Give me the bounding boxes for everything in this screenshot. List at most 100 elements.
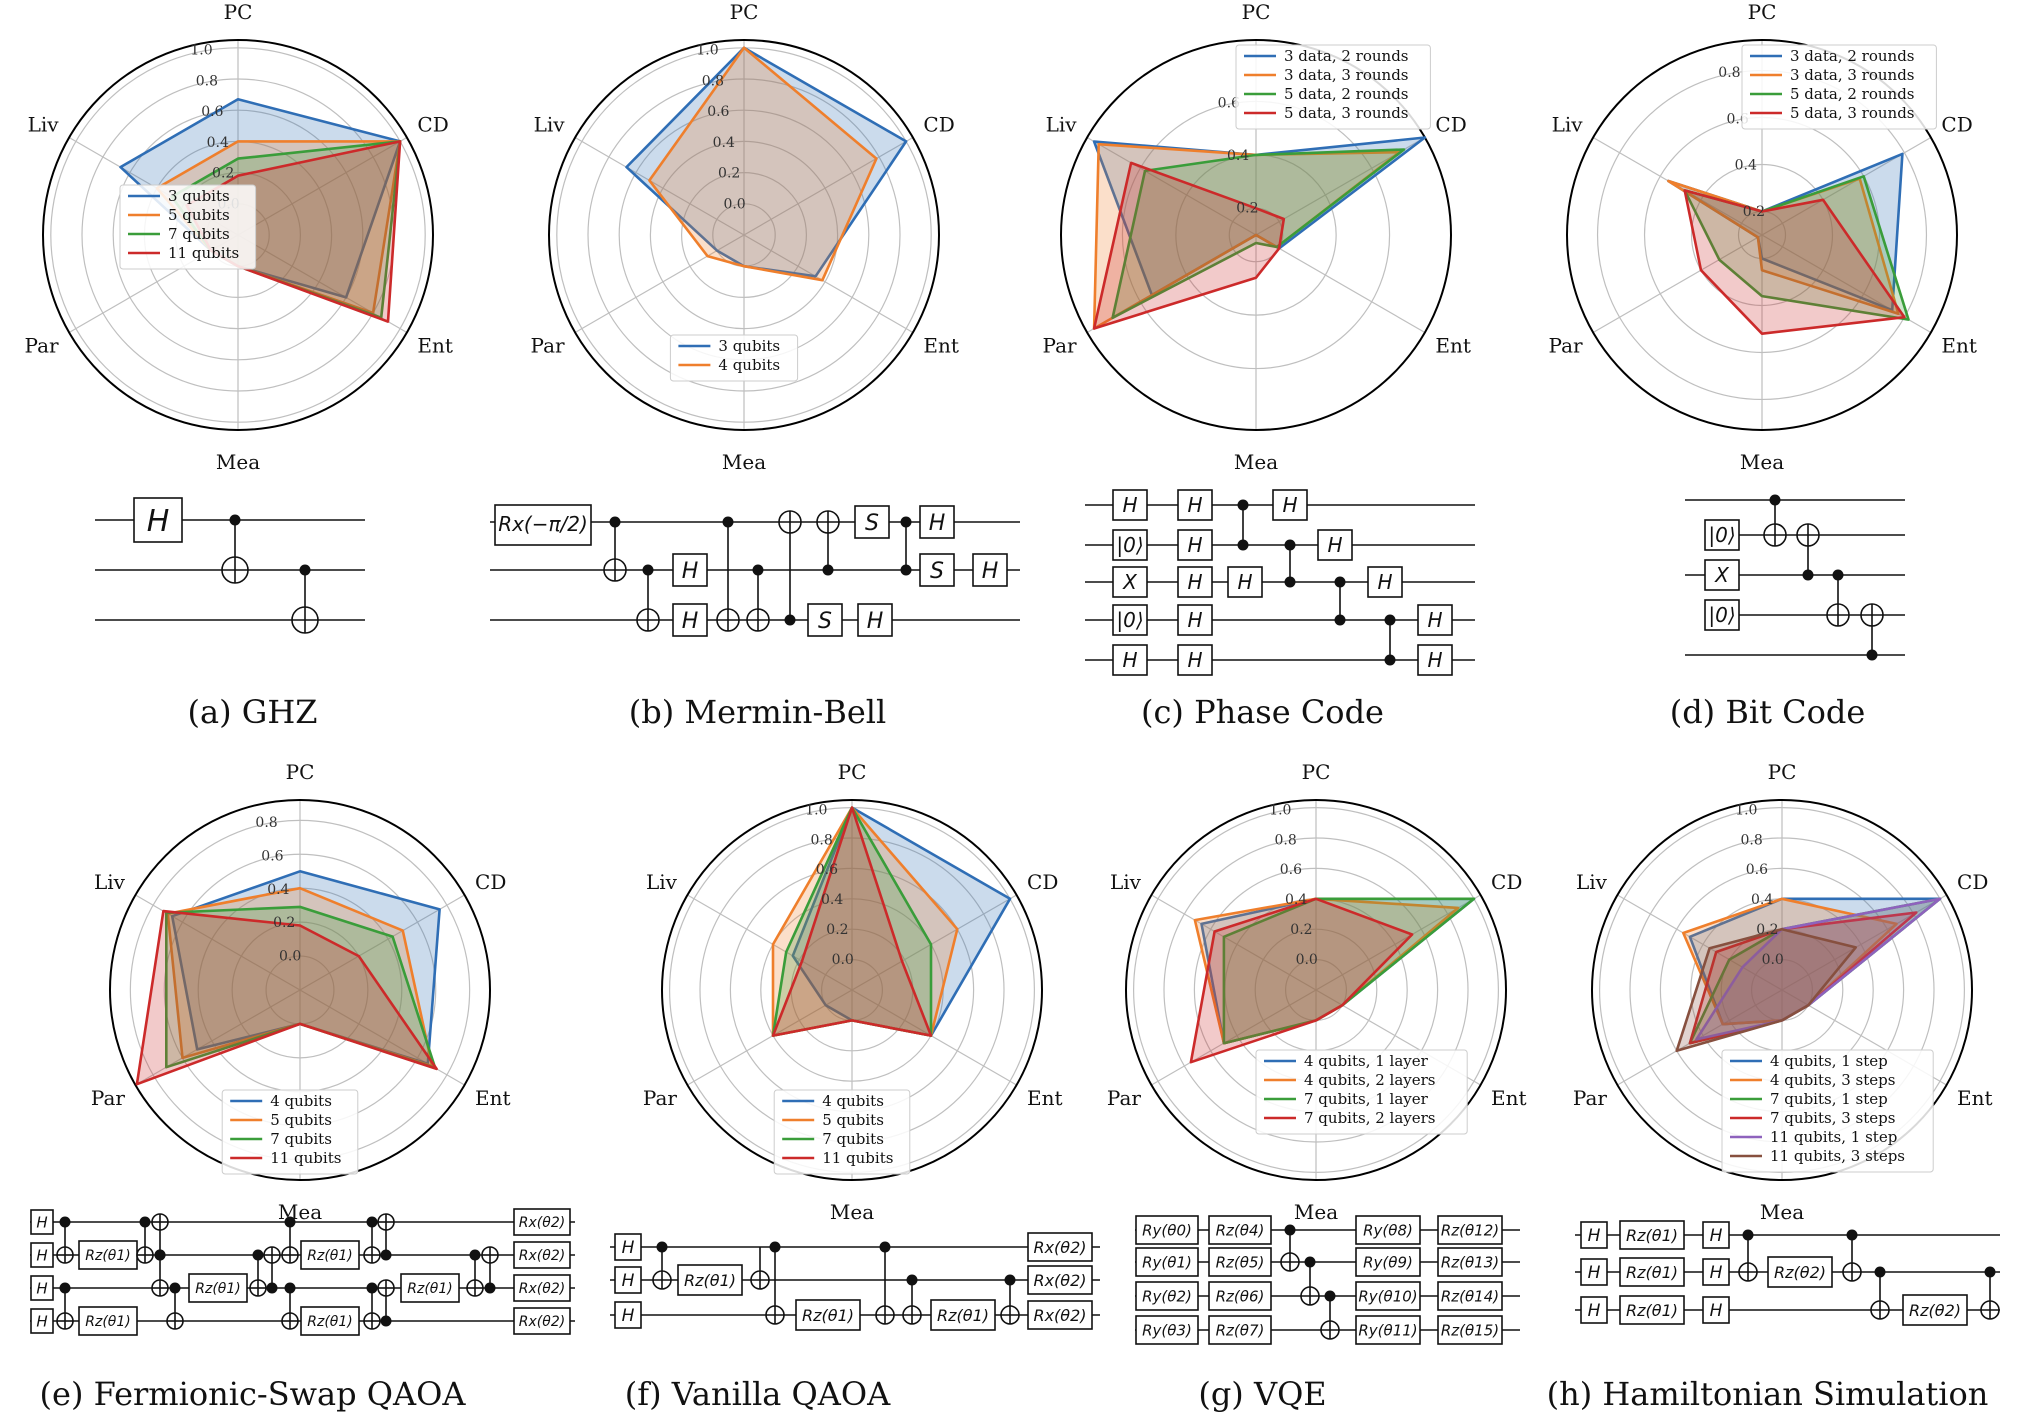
- gate-label: |0⟩: [1116, 533, 1143, 557]
- axis-label-mea: Mea: [216, 450, 260, 474]
- axis-label-pc: PC: [730, 0, 759, 24]
- grid-spoke: [687, 894, 853, 991]
- gate-box: [1135, 1215, 1199, 1245]
- gate-box: [188, 1273, 248, 1303]
- control-dot: [1802, 569, 1814, 581]
- series-polygon: [1189, 897, 1414, 1064]
- gate-label: Ry(θ0): [1142, 1221, 1192, 1239]
- gate-label: H: [1710, 1301, 1723, 1321]
- gate-label: Rz(θ1): [802, 1306, 854, 1325]
- gate-box: [1135, 1315, 1199, 1345]
- control-dot: [299, 564, 311, 576]
- series-polygon: [771, 806, 933, 1037]
- gate-box: [494, 504, 592, 546]
- gate-box: [930, 1299, 996, 1331]
- radar-chart-f: 0.0 0.2 0.4 0.6 0.8 1.0 PC CD Ent Mea Par Liv 4 qubi…: [643, 760, 1063, 1224]
- gate-box: [614, 1233, 642, 1261]
- gate-label: Rz(θ12): [1441, 1221, 1499, 1239]
- gate-label: H: [1710, 1263, 1723, 1283]
- r-tick-label: 0.0: [1296, 952, 1318, 968]
- series-polygon: [135, 909, 438, 1086]
- series-polygon: [648, 46, 878, 282]
- legend-label: 11 qubits, 1 step: [1770, 1128, 1897, 1146]
- radar-frame: [548, 39, 940, 431]
- gate-label: H: [36, 1312, 47, 1330]
- r-tick-label: 0.8: [702, 73, 724, 89]
- grid-spoke: [1255, 234, 1426, 334]
- legend-label: 5 data, 3 rounds: [1284, 104, 1409, 122]
- gate-label: Rz(θ15): [1441, 1321, 1499, 1339]
- legend-label: 3 data, 3 rounds: [1284, 66, 1409, 84]
- control-dot: [1866, 649, 1878, 661]
- gate-label: X: [1714, 563, 1730, 587]
- gate-box: [919, 553, 955, 587]
- gate-box: [677, 1264, 743, 1296]
- legend-box: [1255, 1049, 1468, 1135]
- gate-box: [30, 1308, 54, 1334]
- control-dot: [1284, 1224, 1296, 1236]
- grid-spoke: [1151, 989, 1317, 1086]
- r-tick-label: 0.2: [1290, 922, 1312, 938]
- gate-box: [1317, 529, 1353, 561]
- control-dot: [1832, 569, 1844, 581]
- control-dot: [609, 516, 621, 528]
- axis-label-pc: PC: [224, 0, 253, 24]
- gate-label: H: [36, 1279, 47, 1297]
- gate-box: [1619, 1220, 1685, 1250]
- r-tick-label: 0.2: [273, 915, 295, 931]
- series-polygon: [1111, 148, 1406, 320]
- r-tick-label: 1.0: [190, 43, 212, 59]
- gate-box: [1367, 566, 1403, 598]
- grid-spoke: [851, 894, 1017, 991]
- radar-frame: [661, 799, 1043, 1181]
- control-dot: [1237, 539, 1249, 551]
- gate-label: H: [622, 1306, 635, 1326]
- radar-frame: [1566, 39, 1958, 431]
- axis-label-par: Par: [643, 1086, 677, 1110]
- axis-label-cd: CD: [923, 113, 954, 137]
- r-tick-label: 1.0: [696, 43, 718, 59]
- gate-label: Rz(θ2): [1909, 1301, 1961, 1320]
- control-dot: [252, 1249, 264, 1261]
- axis-label-cd: CD: [1957, 870, 1988, 894]
- axis-label-par: Par: [531, 334, 565, 358]
- gate-label: H: [1427, 648, 1442, 672]
- gate-box: [1902, 1294, 1968, 1326]
- grid-spoke: [1617, 894, 1783, 991]
- r-tick-label: 0.6: [816, 862, 838, 878]
- r-tick-label: 0.4: [713, 135, 735, 151]
- gate-label: Ry(θ10): [1358, 1287, 1417, 1305]
- control-dot: [784, 614, 796, 626]
- circuit-d: |0⟩ X |0⟩: [1685, 494, 1905, 661]
- r-tick-label: 0.4: [1285, 892, 1307, 908]
- gate-label: H: [1588, 1226, 1601, 1246]
- gate-box: [795, 1299, 861, 1331]
- control-dot: [722, 516, 734, 528]
- gate-box: [1702, 1258, 1730, 1286]
- grid-spoke: [574, 136, 745, 236]
- gate-label: H: [1427, 608, 1442, 632]
- r-tick-label: 0.8: [1274, 832, 1296, 848]
- control-dot: [656, 1241, 668, 1253]
- gate-label: H: [147, 504, 170, 539]
- gate-label: Ry(θ2): [1142, 1287, 1192, 1305]
- axis-label-mea: Mea: [830, 1200, 874, 1224]
- axis-label-liv: Liv: [94, 870, 126, 894]
- gate-box: [1208, 1215, 1272, 1245]
- gate-label: |0⟩: [1708, 523, 1735, 547]
- r-tick-label: 0.6: [1746, 862, 1768, 878]
- control-dot: [1324, 1290, 1336, 1302]
- grid-spoke: [135, 989, 301, 1086]
- gate-box: [1177, 489, 1213, 521]
- gate-box: [300, 1240, 360, 1270]
- gate-box: [1580, 1296, 1608, 1324]
- gate-label: H: [1122, 648, 1137, 672]
- legend-label: 7 qubits, 2 layers: [1304, 1109, 1436, 1127]
- control-dot: [900, 516, 912, 528]
- gate-box: [30, 1209, 54, 1235]
- gate-label: S: [930, 559, 944, 584]
